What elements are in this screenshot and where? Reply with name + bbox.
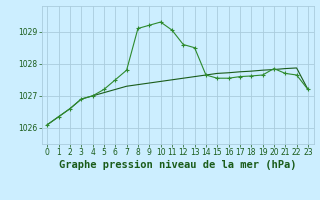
X-axis label: Graphe pression niveau de la mer (hPa): Graphe pression niveau de la mer (hPa)	[59, 160, 296, 170]
